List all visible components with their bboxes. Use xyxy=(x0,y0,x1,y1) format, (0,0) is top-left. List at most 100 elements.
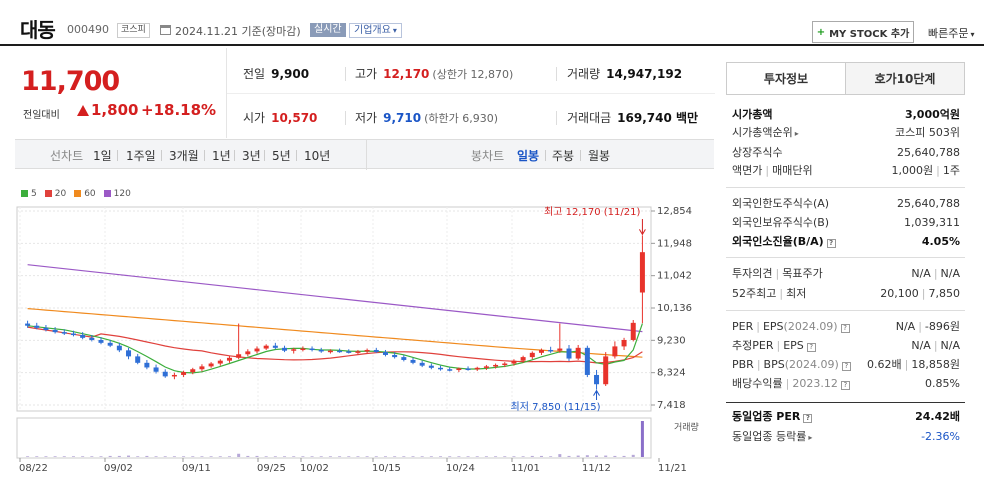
y-tick-label: 7,418 xyxy=(657,400,686,411)
volume-bar xyxy=(200,456,204,457)
volume-bar xyxy=(585,455,589,457)
volume-bar xyxy=(319,456,323,457)
x-tick-label: 10/02 xyxy=(300,463,329,474)
candle-body xyxy=(538,349,544,353)
trade-unit-value: 1주 xyxy=(942,164,960,177)
candle-weekly[interactable]: 주봉 xyxy=(552,149,575,163)
corp-overview-dropdown[interactable]: 기업개요 ▾ xyxy=(349,23,402,38)
chart-canvas: 거래량 12,854 11,948 11,042 10,136 9,230 8,324 7,… xyxy=(16,206,699,474)
market-cap-row: 시가총액 3,000억원 xyxy=(732,107,960,123)
per-label-wrap: PER | EPS(2024.09)? xyxy=(732,319,850,335)
candle-body xyxy=(52,329,58,333)
candle-body xyxy=(107,342,113,346)
market-badge: 코스피 xyxy=(117,23,150,38)
volume-bar xyxy=(457,456,461,457)
divider xyxy=(545,150,546,161)
low-cell: 저가 9,710 (하한가 6,930) xyxy=(355,109,498,126)
foreign-ratio-row: 외국인소진율(B/A)? 4.05% xyxy=(732,234,960,250)
period-1d[interactable]: 1일 xyxy=(93,149,112,163)
divider xyxy=(345,111,346,125)
candle-chart-label[interactable]: 봉차트 xyxy=(471,149,505,163)
help-icon[interactable]: ? xyxy=(840,324,850,333)
period-5y[interactable]: 5년 xyxy=(272,149,291,163)
candle-body xyxy=(34,325,40,328)
separator: | xyxy=(921,287,926,300)
help-icon[interactable]: ? xyxy=(803,414,813,423)
volume-bar xyxy=(172,456,176,457)
divider xyxy=(726,257,965,258)
sector-change-label-wrap: 동일업종 등락률 ▸ xyxy=(732,429,812,446)
pbr-value: 0.62배 xyxy=(867,358,902,371)
volume-bar xyxy=(475,456,479,457)
base-date: 2024.11.21 기준(장마감) xyxy=(175,25,301,38)
annotations: 최고 12,170 (11/21) 최저 7,850 (11/15) xyxy=(511,206,646,413)
realtime-button[interactable]: 실시간 xyxy=(310,23,346,37)
volume-bar xyxy=(237,453,241,457)
ma20-line xyxy=(27,326,643,364)
bps-value: 18,858원 xyxy=(911,358,960,371)
volume-bar xyxy=(255,455,259,457)
legend-swatch xyxy=(74,190,82,197)
investment-info-panel: 투자정보 호가10단계 시가총액 3,000억원 시가총액순위 ▸ 코스피 503… xyxy=(726,62,965,452)
trade-unit-label: 매매단위 xyxy=(772,164,813,177)
sector-per-row: 동일업종 PER? 24.42배 xyxy=(732,409,960,425)
line-chart-label[interactable]: 선차트 xyxy=(50,149,84,163)
candle-monthly[interactable]: 월봉 xyxy=(588,149,611,163)
candle-body xyxy=(263,345,269,349)
eps-label: EPS xyxy=(762,320,784,333)
volume-bar xyxy=(374,456,378,457)
candle-body xyxy=(61,332,67,334)
mystock-add-button[interactable]: + MY STOCK 추가 xyxy=(812,21,914,43)
help-icon[interactable]: ? xyxy=(826,239,836,248)
prev-day-label: 전일대비 xyxy=(23,110,60,121)
prev-close-value: 9,900 xyxy=(271,67,310,81)
week52-low-value: 7,850 xyxy=(928,287,961,300)
max-arrow-head xyxy=(638,229,646,236)
price-change: 1,800 xyxy=(77,101,138,119)
volume-bar xyxy=(328,456,332,457)
volume-bar xyxy=(53,456,57,457)
week52-high-label: 52주최고 xyxy=(732,287,777,300)
foreign-hold-row: 외국인보유주식수(B) 1,039,311 xyxy=(732,215,960,231)
volume-bar xyxy=(273,456,277,457)
est-per-value: N/A xyxy=(911,339,931,352)
sector-change-row: 동일업종 등락률 ▸ -2.36% xyxy=(732,429,960,445)
market-cap-rank-row[interactable]: 시가총액순위 ▸ 코스피 503위 xyxy=(732,125,960,141)
up-triangle-icon xyxy=(77,105,89,116)
help-icon[interactable]: ? xyxy=(841,362,851,371)
candle-body xyxy=(300,348,306,351)
low-value: 9,710 xyxy=(383,111,422,125)
volume-bar xyxy=(347,456,351,457)
help-icon[interactable]: ? xyxy=(840,381,850,390)
legend-label: 60 xyxy=(84,189,96,199)
tab-orderbook[interactable]: 호가10단계 xyxy=(846,63,964,94)
candle-daily[interactable]: 일봉 xyxy=(517,149,540,163)
candle-body xyxy=(89,337,95,340)
est-per-row: 추정PER | EPS? N/A | N/A xyxy=(732,338,960,354)
tab-investment-info[interactable]: 투자정보 xyxy=(727,63,846,94)
quick-order-dropdown[interactable]: 빠른주문 ▾ xyxy=(928,25,975,41)
candlestick-chart[interactable]: 5 20 60 120 거래량 12,854 11,948 11,042 10,136… xyxy=(15,170,714,488)
candle-body xyxy=(208,363,214,367)
price-change-pct: +18.18% xyxy=(141,101,217,119)
help-icon[interactable]: ? xyxy=(806,343,816,352)
volume-cell: 거래량 14,947,192 xyxy=(567,65,682,82)
volume-bar xyxy=(99,456,103,457)
y-tick-label: 12,854 xyxy=(657,206,692,217)
candle-body xyxy=(502,363,508,366)
separator: | xyxy=(918,320,922,333)
candle-body xyxy=(456,368,462,371)
candle-body xyxy=(135,356,141,363)
period-3m[interactable]: 3개월 xyxy=(169,149,199,163)
period-10y[interactable]: 10년 xyxy=(304,149,331,163)
plus-icon: + xyxy=(816,26,826,38)
candle-body xyxy=(594,374,600,385)
divider xyxy=(117,150,118,161)
period-3y[interactable]: 3년 xyxy=(242,149,261,163)
candle-body xyxy=(465,368,471,371)
period-1y[interactable]: 1년 xyxy=(212,149,231,163)
est-eps-label: EPS xyxy=(783,339,804,352)
foreign-ratio-label-wrap: 외국인소진율(B/A)? xyxy=(732,234,836,250)
period-1w[interactable]: 1주일 xyxy=(126,149,156,163)
amount-cell: 거래대금 169,740 백만 xyxy=(567,109,698,126)
